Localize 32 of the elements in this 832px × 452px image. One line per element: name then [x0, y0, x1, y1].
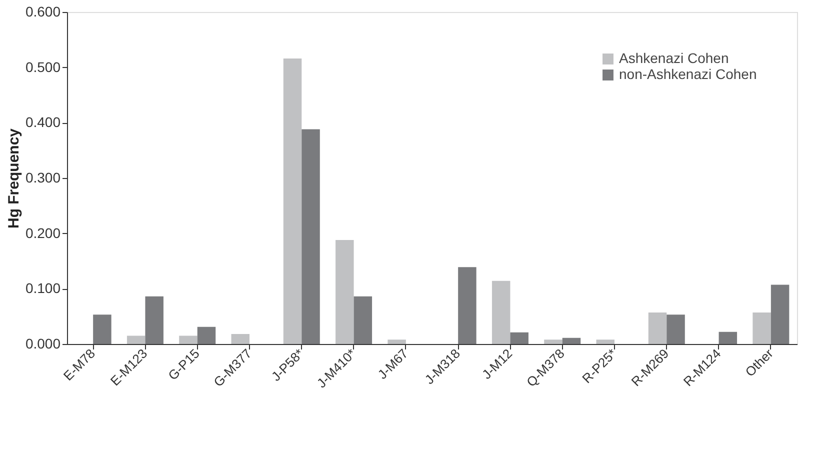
legend-label: Ashkenazi Cohen [619, 50, 729, 66]
bar [492, 280, 510, 344]
y-tick-label: 0.500 [25, 58, 61, 75]
y-tick-label: 0.600 [25, 4, 61, 20]
bar [179, 336, 198, 344]
bar [145, 296, 164, 344]
y-tick-label: 0.200 [25, 224, 61, 241]
bar [562, 338, 581, 344]
bar [197, 326, 216, 344]
bar [231, 334, 250, 344]
bar [458, 267, 476, 344]
bar [770, 284, 790, 344]
bar [544, 340, 562, 344]
y-axis-title: Hg Frequency [5, 128, 22, 229]
bar [666, 314, 685, 344]
bar [302, 129, 320, 344]
bar [93, 314, 112, 344]
y-tick-label: 0.000 [25, 336, 61, 352]
bar [388, 340, 406, 344]
bar [126, 336, 146, 344]
bar [596, 340, 614, 344]
bar [648, 312, 667, 344]
bar [510, 332, 528, 344]
bar [283, 58, 302, 344]
legend-label: non-Ashkenazi Cohen [619, 66, 757, 82]
y-tick-label: 0.100 [25, 280, 61, 296]
bar [752, 312, 771, 344]
bar [718, 332, 738, 344]
bar [336, 240, 354, 344]
y-tick-label: 0.300 [25, 170, 61, 186]
bar [354, 296, 372, 344]
y-tick-label: 0.400 [25, 114, 61, 130]
